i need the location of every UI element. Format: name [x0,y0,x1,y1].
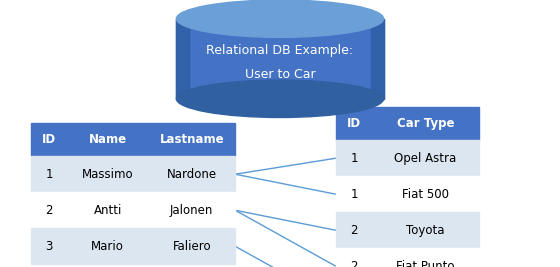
Bar [67,156,148,192]
Bar [31,123,67,156]
Text: Fiat Punto: Fiat Punto [396,260,455,267]
Text: Nardone: Nardone [167,168,217,181]
Bar [176,19,384,99]
Text: User to Car: User to Car [245,68,315,81]
Bar [31,192,67,228]
Bar [336,176,372,212]
Polygon shape [371,19,384,99]
Text: Massimo: Massimo [82,168,134,181]
Bar [148,192,235,228]
Text: Jalonen: Jalonen [170,204,213,217]
Bar [372,248,479,267]
Text: 2: 2 [351,224,358,237]
Bar [67,192,148,228]
Text: 2: 2 [45,204,53,217]
Text: Name: Name [88,133,127,146]
Bar [148,228,235,264]
Ellipse shape [176,0,384,37]
Text: Relational DB Example:: Relational DB Example: [207,44,353,57]
Text: Lastname: Lastname [160,133,224,146]
Text: Mario: Mario [91,240,124,253]
Text: Antti: Antti [94,204,122,217]
Text: 1: 1 [351,188,358,201]
Bar [336,212,372,248]
Polygon shape [176,19,189,99]
Bar [67,123,148,156]
Bar [372,107,479,140]
Text: 1: 1 [351,152,358,165]
Text: Car Type: Car Type [397,117,454,130]
Bar [336,248,372,267]
Bar [31,228,67,264]
Text: Faliero: Faliero [172,240,211,253]
Text: ID: ID [42,133,56,146]
Bar [336,107,372,140]
Text: Fiat 500: Fiat 500 [402,188,449,201]
Bar [31,156,67,192]
Bar [148,156,235,192]
Text: 1: 1 [45,168,53,181]
Text: Toyota: Toyota [407,224,445,237]
Text: 3: 3 [45,240,53,253]
Bar [372,212,479,248]
Bar [67,228,148,264]
Ellipse shape [176,80,384,117]
Bar [336,140,372,176]
Text: ID: ID [347,117,361,130]
Bar [148,123,235,156]
Text: Opel Astra: Opel Astra [394,152,457,165]
Text: 2: 2 [351,260,358,267]
Bar [372,176,479,212]
Bar [372,140,479,176]
